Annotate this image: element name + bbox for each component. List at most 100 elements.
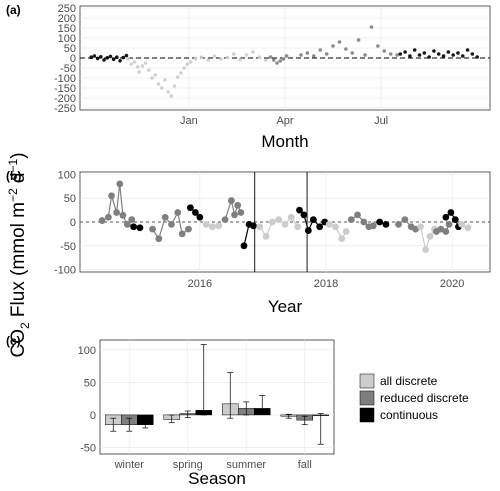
panel-b-point: [98, 217, 106, 224]
panel-a-point: [225, 55, 230, 60]
panel-b-point: [360, 218, 368, 226]
panel-b-point: [178, 230, 186, 238]
panel-a-point: [150, 76, 154, 80]
panel-a-point: [382, 49, 387, 53]
panel-a-point: [350, 51, 355, 55]
panel-a-point: [143, 61, 148, 65]
panel-a-point: [193, 57, 198, 61]
panel-b-point: [136, 224, 144, 232]
panel-b-point: [240, 242, 248, 250]
panel-a-point: [427, 55, 431, 59]
panel-b-point: [347, 216, 355, 224]
panel-b-point: [287, 213, 295, 221]
panel-b-point: [186, 204, 194, 212]
panel-a-point: [159, 86, 164, 90]
panel-b-point: [130, 223, 138, 231]
panel-a-point: [395, 53, 399, 57]
panel-b-point: [192, 209, 199, 216]
panel-c-xtick-label: summer: [226, 459, 266, 471]
panel-a-point: [398, 52, 403, 56]
panel-b-series-line: [445, 211, 460, 228]
panel-a-ytick-label: 250: [58, 3, 76, 15]
panel-b-point: [123, 220, 131, 228]
panel-a-point: [147, 68, 151, 72]
legend-swatch: [359, 373, 375, 389]
panel-a-grid: [80, 6, 490, 110]
panel-a-ytick-label: -250: [54, 103, 76, 115]
panel-a-point: [460, 54, 465, 58]
panel-c-xtick-label: spring: [173, 459, 203, 471]
panel-a-point: [135, 65, 140, 69]
panel-b-point: [395, 220, 402, 228]
panel-a-point: [111, 57, 116, 61]
panel-a-point: [251, 50, 255, 54]
legend: all discrete reduced discrete continuous: [359, 373, 469, 423]
panel-c-ytick-label: 0: [90, 410, 96, 422]
panel-a-point: [470, 52, 475, 56]
panel-a-point: [212, 54, 217, 58]
panel-b-y-ticks: 100 50 0 -50 -100: [54, 169, 76, 276]
panel-a-point: [102, 58, 106, 62]
panel-b-point: [275, 216, 283, 224]
panel-a-point: [275, 61, 279, 65]
panel-b-ytick-label: -50: [60, 241, 76, 253]
svg-text:CO2 Flux (mmol m−2 d−1): CO2 Flux (mmol m−2 d−1): [6, 152, 32, 357]
panel-a-ytick-label: 50: [64, 43, 76, 55]
panel-c-ytick-label: 100: [78, 345, 96, 357]
panel-b-point: [202, 220, 210, 228]
panel-b-point: [442, 228, 450, 235]
ylabel-end: ): [8, 152, 29, 158]
panel-b: (b) 100 50 0 -50 -100 2016 2018 2020 Year: [6, 169, 491, 316]
panel-b-point: [458, 220, 466, 228]
panel-a-point: [465, 48, 470, 52]
panel-b-point: [119, 211, 127, 219]
panel-a-point: [244, 53, 249, 57]
panel-a-xtick-label: Jan: [180, 115, 198, 127]
panel-b-point: [231, 211, 238, 219]
panel-c-xtick-label: fall: [298, 459, 312, 471]
legend-label: reduced discrete: [380, 391, 469, 405]
panel-b-point: [376, 218, 384, 226]
panel-a-xtick-label: Apr: [276, 115, 293, 127]
panel-b-point: [382, 220, 390, 228]
panel-c-ytick-label: -50: [80, 442, 96, 454]
panel-a-point: [432, 49, 436, 53]
panel-a-point: [475, 55, 479, 59]
panel-a-point: [140, 64, 145, 68]
panel-a-point: [126, 57, 130, 61]
panel-a-point: [356, 38, 361, 42]
panel-b-point: [215, 222, 223, 230]
panel-b-point: [401, 216, 409, 224]
panel-b-xtick-label: 2016: [188, 278, 212, 290]
panel-a-point: [172, 84, 177, 88]
ylabel-sup2: −1: [6, 158, 20, 172]
panel-a-point: [231, 52, 236, 56]
panel-a-point: [118, 59, 122, 63]
legend-swatch: [359, 390, 375, 406]
panel-b-point: [294, 223, 302, 231]
panel-b-xtick-label: 2018: [314, 278, 338, 290]
panel-a-tag: (a): [6, 3, 21, 17]
panel-a-point: [257, 55, 262, 59]
ylabel-rest: Flux (mmol m: [8, 202, 29, 322]
ylabel-mid: d: [8, 172, 29, 188]
panel-a-ytick-label: -150: [54, 83, 76, 95]
panel-a-point: [305, 51, 310, 55]
legend-label: continuous: [380, 408, 438, 422]
panel-c-ytick-label: 50: [84, 377, 96, 389]
panel-a-ytick-label: 200: [58, 13, 76, 25]
panel-b-point: [149, 225, 156, 233]
panel-b-point: [155, 235, 163, 243]
panel-a-point: [318, 48, 323, 52]
panel-b-ytick-label: 0: [70, 217, 76, 229]
panel-b-point: [262, 232, 270, 240]
panel-a-point: [388, 52, 393, 56]
panel-b-point: [227, 197, 235, 204]
panel-a-point: [199, 55, 204, 59]
panel-a-point: [108, 54, 113, 59]
ylabel-sup1: −2: [6, 188, 20, 202]
panel-b-point: [196, 213, 204, 221]
panel-a-point: [185, 62, 190, 66]
panel-b-point: [445, 220, 453, 228]
